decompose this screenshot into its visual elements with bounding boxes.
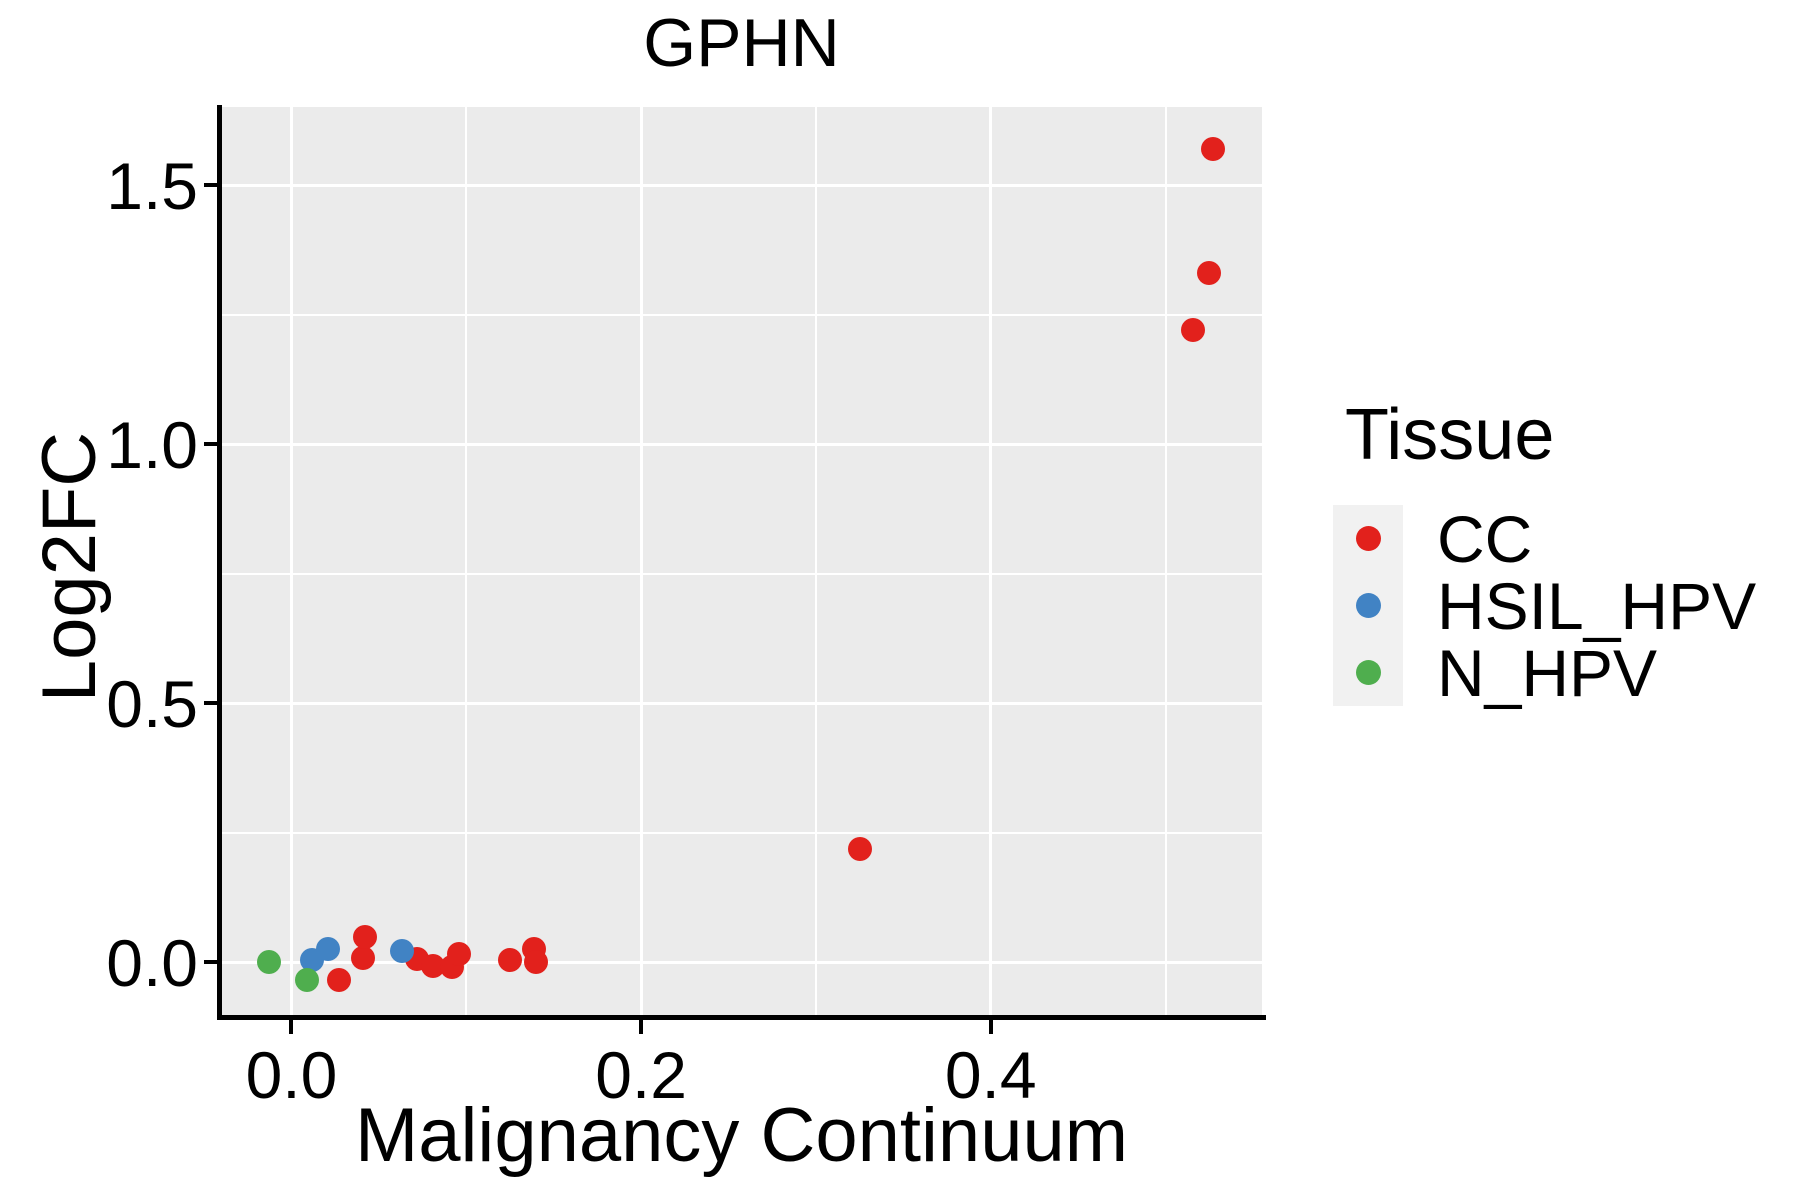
x-tick-label: 0.2 [595, 1038, 687, 1112]
major-gridline-vertical [989, 107, 993, 1018]
data-point-CC [447, 942, 472, 967]
legend-label-CC: CC [1437, 501, 1533, 576]
legend-key-box [1333, 572, 1403, 640]
major-gridline-horizontal [221, 183, 1262, 187]
x-tick-label: 0.4 [944, 1038, 1037, 1112]
major-gridline-horizontal [221, 960, 1262, 964]
minor-gridline-horizontal [221, 572, 1262, 575]
data-point-CC [847, 837, 872, 862]
x-tick-mark [289, 1020, 294, 1034]
legend-keys: CC HSIL_HPV N_HPV [1333, 501, 1757, 710]
legend-label-HSIL_HPV: HSIL_HPV [1437, 568, 1757, 643]
legend-dot-HSIL_HPV [1355, 593, 1381, 619]
y-tick-mark [204, 960, 218, 964]
y-axis-label: Log2FC [27, 431, 112, 703]
y-tick-mark [204, 442, 218, 446]
plot-panel [221, 107, 1262, 1018]
legend-dot-N_HPV [1355, 660, 1381, 686]
legend-title: Tissue [1345, 395, 1555, 475]
legend-row-HSIL_HPV: HSIL_HPV [1333, 568, 1757, 643]
y-tick-label: 1.0 [106, 408, 198, 482]
major-gridline-horizontal [221, 701, 1262, 705]
data-point-CC [497, 947, 522, 972]
x-tick-mark [639, 1020, 644, 1034]
y-tick-label: 1.5 [106, 149, 198, 223]
y-tick-label: 0.0 [106, 926, 198, 1000]
legend-key-box [1333, 639, 1403, 707]
x-axis-line [217, 1015, 1266, 1020]
data-point-CC [326, 968, 351, 993]
legend-label-N_HPV: N_HPV [1437, 635, 1658, 710]
minor-gridline-horizontal [221, 831, 1262, 834]
data-point-HSIL_HPV [316, 937, 341, 962]
major-gridline-vertical [289, 107, 293, 1018]
data-point-CC [1197, 261, 1222, 286]
y-tick-label: 0.5 [106, 667, 198, 741]
legend: Tissue CC HSIL_HPV N_HPV [1333, 395, 1757, 710]
y-axis-line [217, 105, 222, 1020]
data-point-CC [524, 950, 549, 974]
data-point-CC [351, 946, 376, 971]
minor-gridline-vertical [814, 107, 817, 1018]
chart-title: GPHN [643, 5, 840, 81]
data-point-CC [1181, 318, 1206, 343]
x-tick-label: 0.0 [245, 1038, 338, 1112]
data-point-CC [352, 924, 377, 949]
legend-row-N_HPV: N_HPV [1333, 635, 1756, 710]
legend-dot-CC [1355, 526, 1381, 552]
data-point-CC [1200, 136, 1225, 161]
x-tick-mark [988, 1020, 993, 1034]
data-point-HSIL_HPV [389, 939, 414, 964]
data-point-N_HPV [256, 950, 281, 974]
data-point-N_HPV [295, 968, 320, 993]
y-tick-mark [204, 701, 218, 705]
minor-gridline-vertical [1164, 107, 1167, 1018]
minor-gridline-horizontal [221, 313, 1262, 316]
major-gridline-vertical [639, 107, 643, 1018]
x-axis-label: Malignancy Continuum [354, 1093, 1129, 1178]
y-tick-mark [204, 183, 218, 187]
minor-gridline-vertical [465, 107, 468, 1018]
legend-key-box [1333, 505, 1403, 573]
major-gridline-horizontal [221, 442, 1262, 446]
legend-row-CC: CC [1333, 501, 1756, 576]
